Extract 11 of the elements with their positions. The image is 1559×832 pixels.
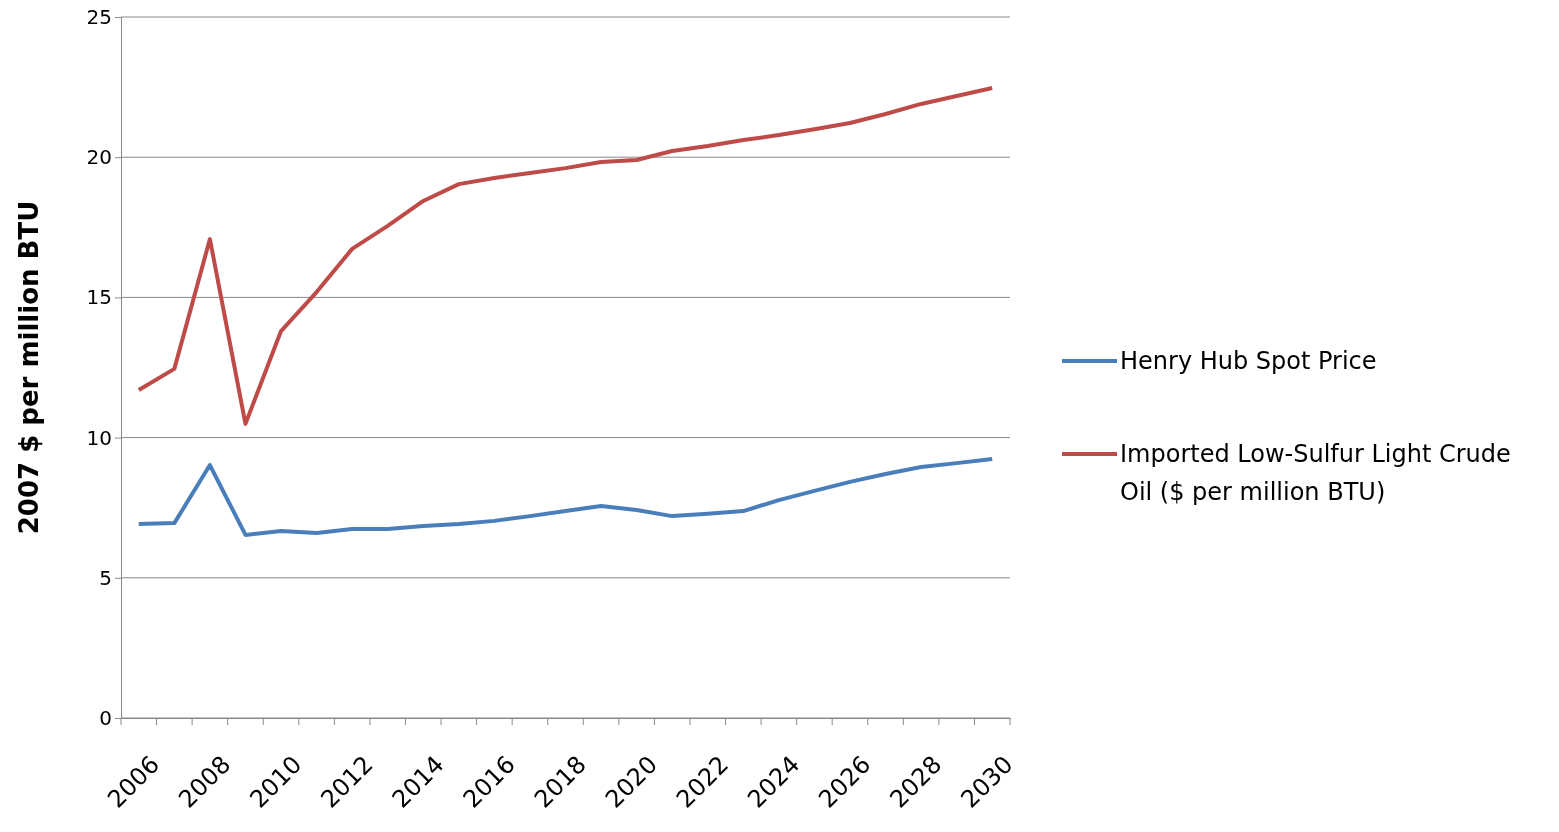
y-tick-label: 10 [86, 425, 112, 450]
legend-label: Imported Low-Sulfur Light Crude Oil ($ per million BTU) [1120, 440, 1511, 506]
line-series [136, 85, 995, 426]
line-series [136, 456, 995, 537]
y-tick-label: 15 [86, 285, 112, 310]
y-axis-title: 2007 $ per million BTU [14, 200, 44, 535]
y-tick-label: 5 [99, 565, 112, 590]
y-tick-label: 20 [86, 145, 112, 170]
y-tick-label: 0 [99, 705, 112, 730]
y-tick-label: 25 [86, 4, 112, 29]
legend-label: Henry Hub Spot Price [1120, 347, 1377, 375]
